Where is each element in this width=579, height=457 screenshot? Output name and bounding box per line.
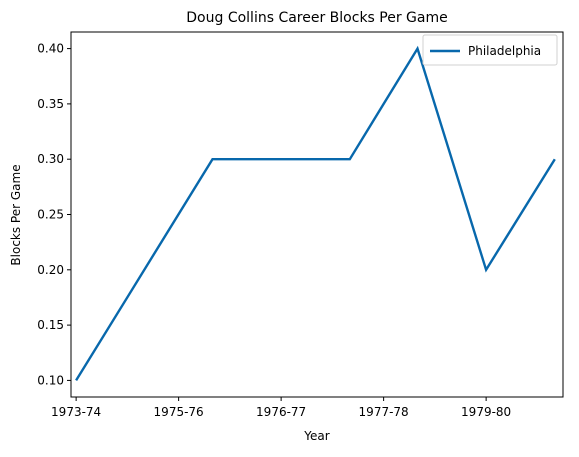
series-layer xyxy=(75,45,556,382)
y-tick-label: 0.10 xyxy=(37,373,64,387)
x-tick-label: 1976-77 xyxy=(256,405,306,419)
legend-box xyxy=(422,34,558,66)
x-axis: 1973-74 1975-76 1976-77 1977-78 1979-80 xyxy=(51,397,511,419)
y-tick-label: 0.35 xyxy=(37,97,64,111)
plot-frame xyxy=(70,31,564,398)
series-line-philadelphia xyxy=(75,45,556,382)
y-tick-label: 0.15 xyxy=(37,318,64,332)
y-tick-label: 0.25 xyxy=(37,208,64,222)
legend: Philadelphia xyxy=(422,34,558,66)
x-tick-label: 1975-76 xyxy=(154,405,204,419)
y-tick-label: 0.20 xyxy=(37,263,64,277)
chart-title: Doug Collins Career Blocks Per Game xyxy=(186,10,447,26)
x-tick-label: 1973-74 xyxy=(51,405,101,419)
y-tick-label: 0.30 xyxy=(37,152,64,166)
y-axis-label: Blocks Per Game xyxy=(9,164,23,265)
x-axis-label: Year xyxy=(303,429,329,443)
legend-label-philadelphia: Philadelphia xyxy=(468,44,541,58)
y-tick-label: 0.40 xyxy=(37,42,64,56)
y-axis: 0.10 0.15 0.20 0.25 0.30 0.35 0.40 xyxy=(37,42,71,387)
plot-area xyxy=(70,31,564,398)
x-tick-label: 1979-80 xyxy=(461,405,511,419)
x-tick-label: 1977-78 xyxy=(359,405,409,419)
